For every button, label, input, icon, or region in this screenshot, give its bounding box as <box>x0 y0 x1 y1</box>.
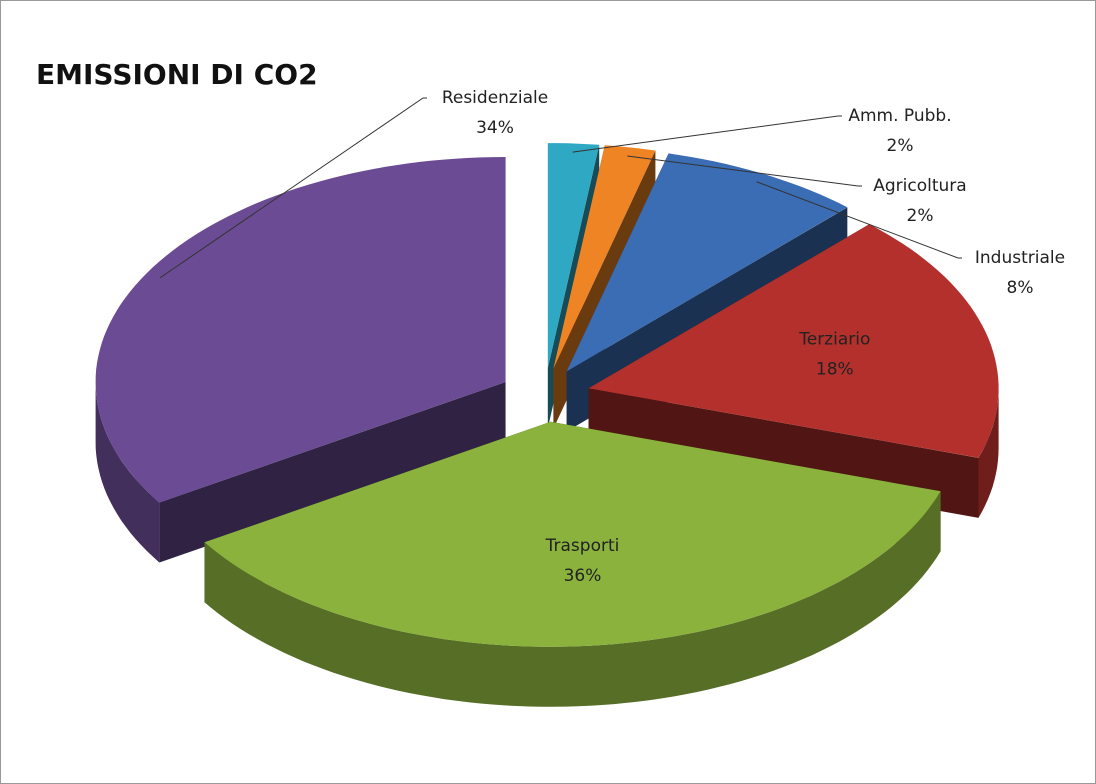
slice-top <box>553 145 656 369</box>
slice-value-label: 2% <box>907 206 934 226</box>
slice-value-label: 36% <box>564 566 602 586</box>
slice-top <box>588 224 999 458</box>
slice-top <box>204 421 941 647</box>
chart-title: EMISSIONI DI CO2 <box>36 58 318 91</box>
slice-top <box>547 143 600 369</box>
slice-label: Residenziale <box>442 88 548 108</box>
slice-rim <box>978 388 999 518</box>
slice-top <box>566 153 848 372</box>
slice-rim <box>95 382 160 563</box>
leader-line <box>159 97 427 279</box>
slice-label: Trasporti <box>545 536 620 556</box>
slice-rim <box>204 491 941 707</box>
slice-side <box>159 381 506 563</box>
slice <box>95 157 506 563</box>
slice-top <box>95 157 506 503</box>
slice <box>204 421 941 707</box>
leader-line <box>627 155 862 187</box>
slice-value-label: 8% <box>1007 278 1034 298</box>
slice-value-label: 18% <box>816 360 854 380</box>
slice-label: Agricoltura <box>873 176 966 196</box>
leader-line <box>756 181 962 259</box>
slice-label: Terziario <box>798 330 870 350</box>
slice-label: Industriale <box>975 248 1065 268</box>
slice-label: Amm. Pubb. <box>848 106 951 126</box>
slice-value-label: 2% <box>887 136 914 156</box>
slice-value-label: 34% <box>476 118 514 138</box>
leader-line <box>572 115 842 153</box>
